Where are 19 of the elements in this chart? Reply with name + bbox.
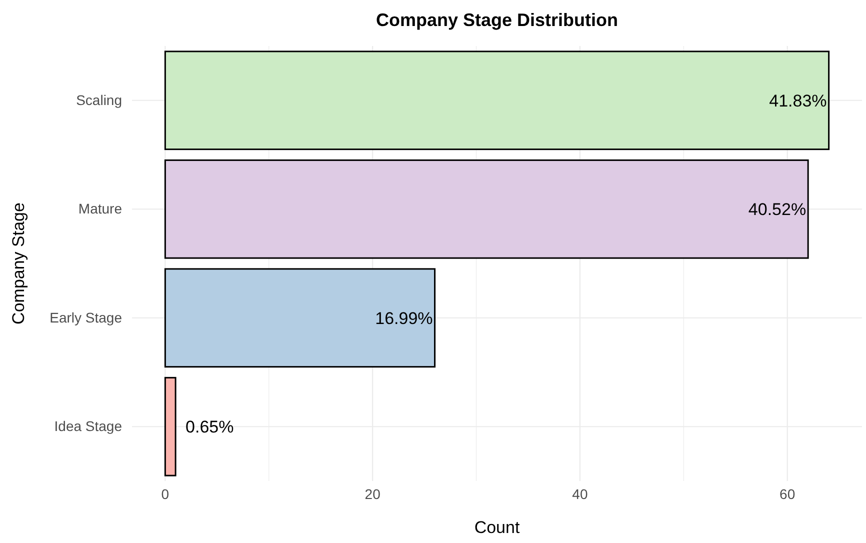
- bar: [164, 268, 436, 368]
- x-tick-label: 40: [572, 486, 588, 502]
- bar: [164, 159, 809, 259]
- y-tick-label: Scaling: [76, 92, 122, 108]
- annotation: 0.65%: [186, 418, 234, 437]
- chart-title: Company Stage Distribution: [376, 10, 618, 30]
- annotation: 16.99%: [375, 308, 433, 328]
- y-tick-label: Early Stage: [50, 309, 122, 326]
- x-tick-label: 0: [161, 486, 170, 502]
- x-tick-label: 60: [780, 486, 796, 502]
- x-tick-label: 20: [364, 486, 381, 502]
- annotation: 41.83%: [769, 91, 827, 110]
- y-axis-title: Company Stage: [9, 202, 28, 324]
- x-axis-title: Count: [474, 518, 520, 537]
- bar: [164, 50, 830, 150]
- annotation: 40.52%: [748, 200, 806, 220]
- y-tick-label: Mature: [78, 200, 122, 217]
- bar: [164, 376, 176, 476]
- y-tick-label: Idea Stage: [54, 418, 122, 434]
